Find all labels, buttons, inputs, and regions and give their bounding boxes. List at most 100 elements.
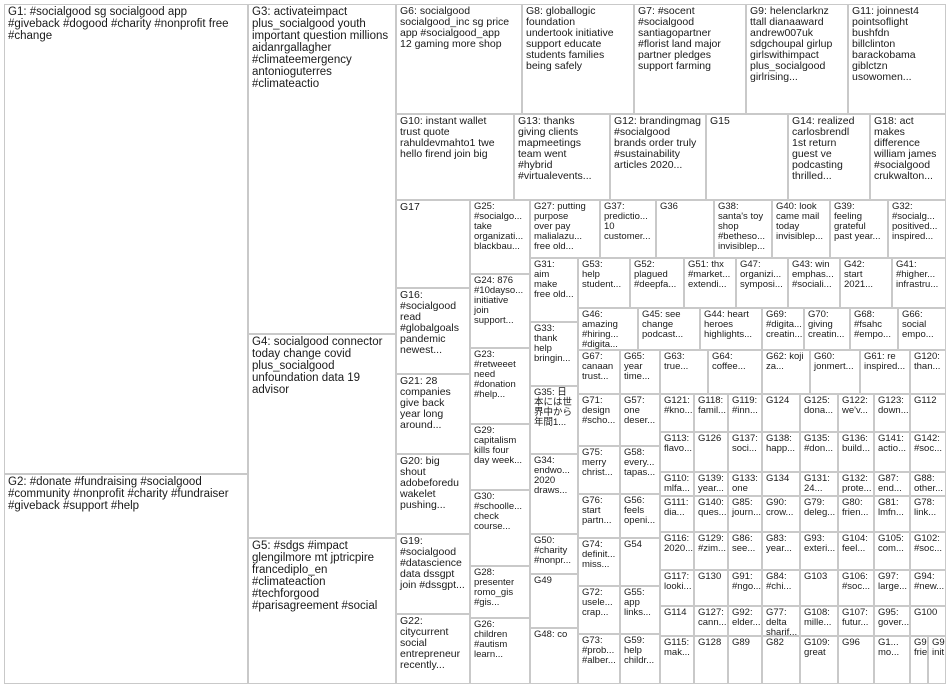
group-g127[interactable]: G127: cann...	[694, 606, 728, 636]
group-g128[interactable]: G128	[694, 636, 728, 684]
group-g34[interactable]: G34: endwo... 2020 draws...	[530, 454, 578, 534]
group-g111[interactable]: G111: dia...	[660, 496, 694, 532]
group-g141[interactable]: G141: actio...	[874, 432, 910, 472]
group-g2[interactable]: G2: #donate #fundraising #socialgood #co…	[4, 474, 248, 684]
group-g87[interactable]: G87: end...	[874, 472, 910, 496]
group-g126[interactable]: G126	[694, 432, 728, 472]
group-g137[interactable]: G137: soci...	[728, 432, 762, 472]
group-g58[interactable]: G58: every... tapas...	[620, 446, 660, 494]
group-g27[interactable]: G27: putting purpose over pay malialazu.…	[530, 200, 600, 258]
group-g107[interactable]: G107: futur...	[838, 606, 874, 636]
group-g113[interactable]: G113: flavo...	[660, 432, 694, 472]
group-g120[interactable]: G120: than...	[910, 350, 946, 394]
group-g7[interactable]: G7: #socent #socialgood santiagopartner …	[634, 4, 746, 114]
group-g16[interactable]: G16: #socialgood read #globalgoals pande…	[396, 288, 470, 374]
group-g121[interactable]: G121: #kno...	[660, 394, 694, 432]
group-g46[interactable]: G46: amazing #hiring... #digita...	[578, 308, 638, 350]
group-g132[interactable]: G132: prote...	[838, 472, 874, 496]
group-g115[interactable]: G115: mak...	[660, 636, 694, 684]
group-g81[interactable]: G81: lmfn...	[874, 496, 910, 532]
group-g80[interactable]: G80: frien...	[838, 496, 874, 532]
group-g93[interactable]: G93: exteri...	[800, 532, 838, 570]
group-g50[interactable]: G50: #charity #nonpr...	[530, 534, 578, 574]
group-g82[interactable]: G82	[762, 636, 800, 684]
group-g134[interactable]: G134	[762, 472, 800, 496]
group-g28[interactable]: G28: presenter romo_gis #gis...	[470, 566, 530, 618]
group-g118[interactable]: G118: famil...	[694, 394, 728, 432]
group-g8[interactable]: G8: globallogic foundation undertook ini…	[522, 4, 634, 114]
group-g78[interactable]: G78: link...	[910, 496, 946, 532]
group-g36[interactable]: G36	[656, 200, 714, 258]
group-g53[interactable]: G53: help student...	[578, 258, 630, 308]
group-g122[interactable]: G122: we'v...	[838, 394, 874, 432]
group-g60[interactable]: G60: jonmert...	[810, 350, 860, 394]
group-g49[interactable]: G49	[530, 574, 578, 628]
group-g117[interactable]: G117: looki...	[660, 570, 694, 606]
group-g33[interactable]: G33: thank help bringin...	[530, 322, 578, 386]
group-g30[interactable]: G30: #schoolle... check course...	[470, 490, 530, 566]
group-g72[interactable]: G72: usele... crap...	[578, 586, 620, 634]
group-g139[interactable]: G139: year...	[694, 472, 728, 496]
group-g6[interactable]: G6: socialgood socialgood_inc sg price a…	[396, 4, 522, 114]
group-g42[interactable]: G42: start 2021...	[840, 258, 892, 308]
group-g10[interactable]: G10: instant wallet trust quote rahuldev…	[396, 114, 514, 200]
group-g51[interactable]: G51: thx #market... extendi...	[684, 258, 736, 308]
group-g123[interactable]: G123: down...	[874, 394, 910, 432]
group-g105[interactable]: G105: com...	[874, 532, 910, 570]
group-g91[interactable]: G91: #ngo...	[728, 570, 762, 606]
group-g70[interactable]: G70: giving creatin...	[804, 308, 850, 350]
group-g96[interactable]: G96	[838, 636, 874, 684]
group-g94[interactable]: G94: #new...	[910, 570, 946, 606]
group-g88[interactable]: G88: other...	[910, 472, 946, 496]
group-g108[interactable]: G108: mille...	[800, 606, 838, 636]
group-g39[interactable]: G39: feeling grateful past year...	[830, 200, 888, 258]
group-g97[interactable]: G97: large...	[874, 570, 910, 606]
group-g43[interactable]: G43: win emphas... #sociali...	[788, 258, 840, 308]
group-g18[interactable]: G18: act makes difference william james …	[870, 114, 946, 200]
group-g92[interactable]: G92: elder...	[728, 606, 762, 636]
group-g12[interactable]: G12: brandingmag #socialgood brands orde…	[610, 114, 706, 200]
group-g125[interactable]: G125: dona...	[800, 394, 838, 432]
group-g98[interactable]: G98: frie...	[910, 636, 928, 684]
group-g38[interactable]: G38: santa's toy shop #betheso... invisi…	[714, 200, 772, 258]
group-g13[interactable]: G13: thanks giving clients mapmeetings t…	[514, 114, 610, 200]
group-g41[interactable]: G41: #higher... infrastru...	[892, 258, 946, 308]
group-g48[interactable]: G48: co	[530, 628, 578, 684]
group-g101[interactable]: G1... mo...	[874, 636, 910, 684]
group-g75[interactable]: G75: merry christ...	[578, 446, 620, 494]
group-g83[interactable]: G83: year...	[762, 532, 800, 570]
group-g90[interactable]: G90: crow...	[762, 496, 800, 532]
group-g114[interactable]: G114	[660, 606, 694, 636]
group-g103[interactable]: G103	[800, 570, 838, 606]
group-g45[interactable]: G45: see change podcast...	[638, 308, 700, 350]
group-g71[interactable]: G71: design #scho...	[578, 394, 620, 446]
group-g129[interactable]: G129: #zim...	[694, 532, 728, 570]
group-g3[interactable]: G3: activateimpact plus_socialgood youth…	[248, 4, 396, 334]
group-g142[interactable]: G142: #soc...	[910, 432, 946, 472]
group-g84[interactable]: G84: #chi...	[762, 570, 800, 606]
group-g9[interactable]: G9: helenclarknz ttall dianaaward andrew…	[746, 4, 848, 114]
group-g140[interactable]: G140: ques...	[694, 496, 728, 532]
group-g37[interactable]: G37: predictio... 10 customer...	[600, 200, 656, 258]
group-g23[interactable]: G23: #retweeet need #donation #help...	[470, 348, 530, 424]
group-g14[interactable]: G14: realized carlosbrendl 1st return gu…	[788, 114, 870, 200]
group-g74[interactable]: G74: definit... miss...	[578, 538, 620, 586]
group-g66[interactable]: G66: social empo...	[898, 308, 946, 350]
group-g15[interactable]: G15	[706, 114, 788, 200]
group-g100[interactable]: G100	[910, 606, 946, 636]
group-g29[interactable]: G29: capitalism kills four day week...	[470, 424, 530, 490]
group-g47[interactable]: G47: organizi... symposi...	[736, 258, 788, 308]
group-g116[interactable]: G116: 2020...	[660, 532, 694, 570]
group-g4[interactable]: G4: socialgood connector today change co…	[248, 334, 396, 538]
group-g85[interactable]: G85: journ...	[728, 496, 762, 532]
group-g52[interactable]: G52: plagued #deepfa...	[630, 258, 684, 308]
group-g22[interactable]: G22: citycurrent social entrepreneur rec…	[396, 614, 470, 684]
group-g54[interactable]: G54	[620, 538, 660, 586]
group-g20[interactable]: G20: big shout adobeforedu wakelet pushi…	[396, 454, 470, 534]
group-g131[interactable]: G131: 24...	[800, 472, 838, 496]
group-g110[interactable]: G110: mlfa...	[660, 472, 694, 496]
group-g31[interactable]: G31: aim make free old...	[530, 258, 578, 322]
group-g21[interactable]: G21: 28 companies give back year long ar…	[396, 374, 470, 454]
group-g104[interactable]: G104: feel...	[838, 532, 874, 570]
group-g17[interactable]: G17	[396, 200, 470, 288]
